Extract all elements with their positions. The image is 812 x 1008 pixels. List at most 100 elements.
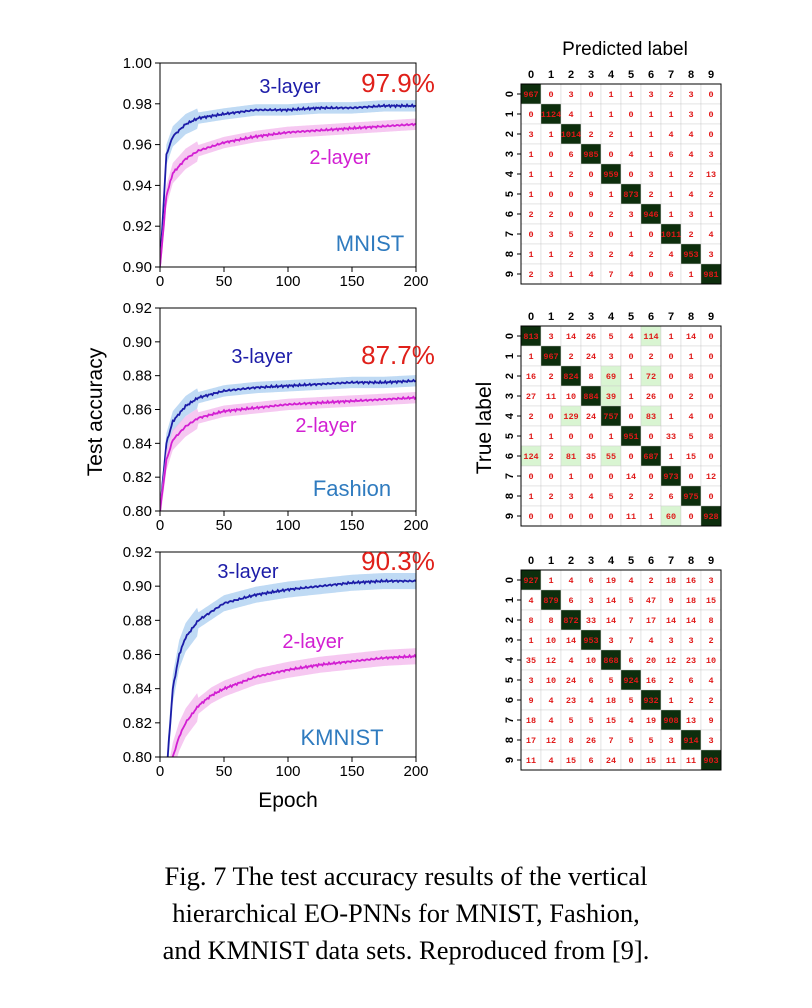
- predicted-label-title: Predicted label: [562, 39, 688, 60]
- cm-value: 1: [608, 190, 613, 200]
- cm-value: 0: [668, 352, 673, 362]
- cm-value: 0: [648, 472, 653, 482]
- cm-value: 5: [628, 736, 633, 746]
- cm-value: 7: [628, 616, 633, 626]
- cm-value: 0: [648, 432, 653, 442]
- cm-value: 1: [528, 636, 533, 646]
- cm-value: 0: [608, 150, 613, 160]
- cm-row-label: 2: [504, 373, 516, 379]
- y-tick-label: 0.88: [123, 368, 152, 385]
- cm-value: 6: [568, 596, 573, 606]
- cm-value: 2: [648, 250, 653, 260]
- cm-value: 967: [523, 90, 538, 100]
- cm-value: 813: [523, 332, 538, 342]
- cm-value: 924: [623, 676, 638, 686]
- cm-value: 3: [688, 110, 693, 120]
- cm-value: 4: [628, 332, 633, 342]
- y-tick-label: 0.90: [123, 259, 152, 276]
- x-tick-label: 0: [156, 273, 164, 290]
- cm-value: 20: [646, 656, 656, 666]
- cm-row-label: 8: [504, 493, 516, 499]
- cm-value: 2: [688, 170, 693, 180]
- cm-value: 824: [563, 372, 578, 382]
- cm-value: 2: [688, 230, 693, 240]
- cm-col-label: 6: [648, 69, 654, 81]
- plot-area: [160, 100, 416, 267]
- cm-value: 1: [528, 492, 533, 502]
- y-tick-label: 0.84: [123, 681, 152, 698]
- cm-value: 14: [606, 596, 616, 606]
- cm-col-label: 5: [628, 311, 634, 323]
- cm-col-label: 7: [668, 555, 674, 567]
- cm-value: 0: [688, 472, 693, 482]
- cm-col-label: 2: [568, 555, 574, 567]
- cm-col-label: 4: [608, 555, 615, 567]
- cm-value: 16: [646, 676, 656, 686]
- band-2-layer: [160, 391, 416, 511]
- cm-value: 2: [648, 352, 653, 362]
- x-tick-label: 200: [403, 273, 428, 290]
- cm-value: 0: [708, 332, 713, 342]
- cm-value: 0: [708, 492, 713, 502]
- cm-col-label: 9: [708, 69, 714, 81]
- cm-value: 0: [568, 210, 573, 220]
- cm-value: 3: [588, 250, 593, 260]
- x-tick-label: 200: [403, 763, 428, 780]
- cm-value: 0: [568, 512, 573, 522]
- cm-value: 5: [588, 716, 593, 726]
- cm-value: 0: [588, 432, 593, 442]
- cm-value: 0: [708, 452, 713, 462]
- y-tick-label: 0.96: [123, 137, 152, 154]
- confusion-matrix-mnist: 967 0 3 0 1 1 3 2 3 00 1124 4 1 1 0 1 1 3 03 1 1014 2 2 1 1 4 4 01 0…: [504, 69, 722, 285]
- cm-value: 5: [648, 736, 653, 746]
- cm-value: 1: [668, 210, 673, 220]
- cm-value: 0: [568, 190, 573, 200]
- cm-value: 0: [528, 512, 533, 522]
- cm-col-label: 8: [688, 69, 694, 81]
- cm-row-label: 4: [504, 412, 516, 419]
- cm-value: 16: [686, 576, 696, 586]
- cm-value: 14: [686, 616, 696, 626]
- cm-value: 33: [666, 432, 676, 442]
- cm-value: 0: [628, 756, 633, 766]
- cm-value: 13: [706, 170, 716, 180]
- series-line-3-layer: [160, 103, 416, 267]
- cm-value: 0: [668, 392, 673, 402]
- cm-value: 4: [628, 150, 633, 160]
- x-tick-label: 50: [216, 517, 233, 534]
- cm-value: 6: [588, 676, 593, 686]
- y-axis-label: Test accuracy: [84, 347, 107, 476]
- y-tick-label: 0.98: [123, 96, 152, 113]
- cm-value: 0: [548, 512, 553, 522]
- cm-value: 13: [686, 716, 696, 726]
- band-3-layer: [160, 100, 416, 267]
- cm-value: 2: [528, 210, 533, 220]
- series-line-2-layer: [171, 653, 416, 757]
- cm-col-label: 1: [548, 555, 554, 567]
- cm-value: 72: [646, 372, 656, 382]
- cm-value: 12: [546, 736, 556, 746]
- figure: 0.900.920.940.960.981.000 50 100 150 2003-la…: [84, 39, 722, 812]
- cm-value: 14: [606, 616, 616, 626]
- cm-value: 3: [648, 170, 653, 180]
- y-tick-label: 0.92: [123, 300, 152, 317]
- cm-value: 879: [543, 596, 558, 606]
- x-tick-label: 200: [403, 517, 428, 534]
- cm-value: 2: [608, 130, 613, 140]
- cm-value: 2: [528, 412, 533, 422]
- cm-value: 6: [588, 576, 593, 586]
- cm-value: 903: [703, 756, 718, 766]
- cm-value: 2: [648, 492, 653, 502]
- cm-value: 0: [528, 230, 533, 240]
- cm-value: 1: [668, 696, 673, 706]
- cm-value: 3: [528, 130, 533, 140]
- cm-value: 2: [548, 372, 553, 382]
- x-tick-label: 100: [275, 763, 300, 780]
- cm-value: 12: [666, 656, 676, 666]
- cm-value: 17: [526, 736, 536, 746]
- series-label-2-layer: 2-layer: [295, 415, 356, 437]
- cm-value: 33: [586, 616, 596, 626]
- cm-value: 1: [548, 250, 553, 260]
- y-tick-label: 0.86: [123, 647, 152, 664]
- caption-line-1: Fig. 7 The test accuracy results of the …: [164, 861, 648, 891]
